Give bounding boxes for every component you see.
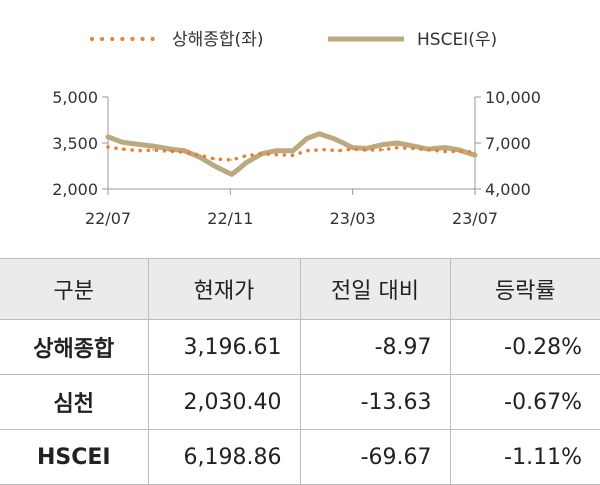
right-tick-label: 4,000 <box>485 180 531 199</box>
row-rate: -0.28% <box>449 319 600 375</box>
row-price: 2,030.40 <box>147 374 300 430</box>
point-shanghai <box>199 154 202 157</box>
stats-table: 구분 현재가 전일 대비 등락률 상해종합 3,196.61 -8.97 -0.… <box>0 258 600 485</box>
point-hscei <box>351 146 354 149</box>
point-shanghai <box>365 149 368 151</box>
table-header-row: 구분 현재가 전일 대비 등락률 <box>0 258 600 320</box>
left-tick-label: 3,500 <box>52 134 98 153</box>
point-shanghai <box>323 148 326 151</box>
point-shanghai <box>337 149 340 152</box>
point-shanghai <box>152 149 154 151</box>
point-hscei <box>318 133 321 135</box>
point-shanghai <box>382 148 385 151</box>
header-change: 전일 대비 <box>299 258 450 320</box>
point-hscei <box>183 149 186 152</box>
point-hscei <box>245 162 247 164</box>
table-row: 상해종합 3,196.61 -8.97 -0.28% <box>0 319 600 375</box>
left-tick-label: 2,000 <box>52 180 98 199</box>
table-row: HSCEI 6,198.86 -69.67 -1.11% <box>0 429 600 485</box>
point-hscei <box>213 165 216 167</box>
point-shanghai <box>261 152 263 155</box>
point-hscei <box>275 149 277 152</box>
point-hscei <box>292 149 294 152</box>
point-hscei <box>306 137 308 140</box>
x-tick-label: 23/03 <box>330 209 376 228</box>
x-axis-ticks: 22/07 22/11 23/03 23/07 <box>85 189 498 228</box>
point-shanghai <box>107 146 109 148</box>
point-hscei <box>332 137 335 140</box>
point-hscei <box>230 173 233 176</box>
right-tick-label: 7,000 <box>485 134 531 153</box>
legend-label-shanghai: 상해종합(좌) <box>172 30 263 50</box>
point-shanghai <box>444 150 446 153</box>
row-change: -8.97 <box>299 319 450 375</box>
point-shanghai <box>213 158 216 160</box>
left-axis-ticks: 5,000 3,500 2,000 <box>52 88 108 199</box>
right-axis-ticks: 10,000 7,000 4,000 <box>475 88 541 199</box>
point-shanghai <box>351 148 354 150</box>
point-hscei <box>152 145 154 147</box>
x-tick-label: 22/11 <box>207 209 253 228</box>
header-rate: 등락률 <box>449 258 600 320</box>
point-hscei <box>412 145 415 147</box>
point-shanghai <box>169 150 172 153</box>
legend-label-hscei: HSCEI(우) <box>417 30 497 50</box>
point-shanghai <box>412 147 415 150</box>
point-shanghai <box>183 151 186 153</box>
series-layer <box>105 131 478 177</box>
x-tick-label: 23/07 <box>452 209 498 228</box>
point-hscei <box>365 147 368 150</box>
point-shanghai <box>396 146 399 149</box>
point-hscei <box>237 168 240 170</box>
point-shanghai <box>292 154 294 157</box>
point-hscei <box>199 156 202 159</box>
left-tick-label: 5,000 <box>52 88 98 107</box>
header-category: 구분 <box>0 258 148 320</box>
right-tick-label: 10,000 <box>485 88 541 107</box>
point-hscei <box>169 148 172 150</box>
point-shanghai <box>121 148 123 150</box>
point-hscei <box>121 141 123 143</box>
point-shanghai <box>275 153 277 156</box>
legend: 상해종합(좌) HSCEI(우) <box>90 30 497 50</box>
point-shanghai <box>138 149 140 152</box>
point-hscei <box>444 146 446 149</box>
point-shanghai <box>474 151 476 153</box>
chart: 상해종합(좌) HSCEI(우) 5,000 3,500 2,000 10,000 7… <box>52 30 541 228</box>
row-change: -69.67 <box>299 429 450 485</box>
point-hscei <box>382 143 385 146</box>
point-shanghai <box>230 159 233 161</box>
point-hscei <box>458 149 460 151</box>
row-change: -13.63 <box>299 374 450 430</box>
point-shanghai <box>426 148 429 151</box>
point-hscei <box>138 143 140 146</box>
row-rate: -1.11% <box>449 429 600 485</box>
point-shanghai <box>458 150 460 153</box>
row-name: 심천 <box>0 374 148 430</box>
row-name: 상해종합 <box>0 319 148 375</box>
row-rate: -0.67% <box>449 374 600 430</box>
row-price: 6,198.86 <box>147 429 300 485</box>
row-name: HSCEI <box>0 429 148 485</box>
row-price: 3,196.61 <box>147 319 300 375</box>
point-shanghai <box>245 155 247 157</box>
header-price: 현재가 <box>147 258 300 320</box>
point-shanghai <box>306 149 308 152</box>
point-hscei <box>342 142 345 144</box>
table-row: 심천 2,030.40 -13.63 -0.67% <box>0 374 600 430</box>
axes <box>107 97 476 190</box>
point-hscei <box>474 154 476 157</box>
x-tick-label: 22/07 <box>85 209 131 228</box>
point-hscei <box>396 142 399 144</box>
point-hscei <box>107 136 109 138</box>
